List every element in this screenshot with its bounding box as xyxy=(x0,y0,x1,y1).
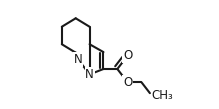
Text: N: N xyxy=(85,68,94,81)
Text: CH₃: CH₃ xyxy=(152,89,173,102)
Text: O: O xyxy=(123,76,132,89)
Text: O: O xyxy=(123,49,132,62)
Text: N: N xyxy=(74,53,83,66)
